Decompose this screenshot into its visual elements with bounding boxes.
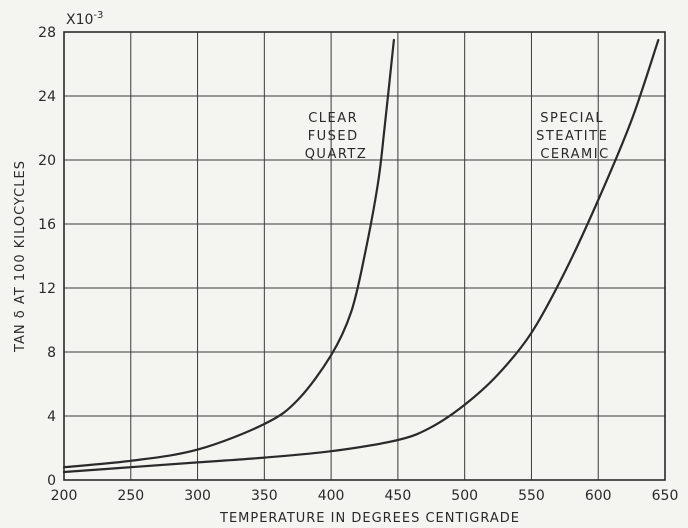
x-tick-label: 600 bbox=[585, 488, 612, 504]
x-axis-label: TEMPERATURE IN DEGREES CENTIGRADE bbox=[219, 511, 520, 526]
y-axis-label: TAN δ AT 100 KILOCYCLES bbox=[13, 160, 28, 353]
y-tick-label: 12 bbox=[38, 281, 56, 297]
x-tick-label: 550 bbox=[518, 488, 545, 504]
x-tick-label: 500 bbox=[451, 488, 478, 504]
x-tick-label: 400 bbox=[318, 488, 345, 504]
y-tick-label: 24 bbox=[38, 89, 56, 105]
series-line-clear-fused-quartz bbox=[62, 38, 395, 469]
series-line-special-steatite-ceramic bbox=[62, 38, 660, 474]
x-tick-label: 300 bbox=[184, 488, 211, 504]
y-tick-label: 28 bbox=[38, 25, 56, 41]
plot-frame bbox=[63, 31, 666, 481]
x-tick-labels: 200 250 300 350 400 450 500 550 600 650 bbox=[51, 488, 679, 504]
x-tick-label: 200 bbox=[51, 488, 78, 504]
annotation-line: FUSED bbox=[308, 129, 359, 144]
y-tick-label: 4 bbox=[47, 409, 56, 425]
y-multiplier-exponent: -3 bbox=[93, 10, 103, 21]
annotation-clear-fused-quartz: CLEAR FUSED QUARTZ bbox=[305, 111, 368, 162]
y-multiplier: X10-3 bbox=[66, 10, 103, 28]
annotation-line: SPECIAL bbox=[540, 111, 604, 126]
x-tick-label: 350 bbox=[251, 488, 278, 504]
annotation-line: CERAMIC bbox=[540, 147, 609, 162]
y-tick-labels: 0 4 8 12 16 20 24 28 bbox=[38, 25, 56, 489]
annotation-line: QUARTZ bbox=[305, 147, 368, 162]
series-lines bbox=[62, 38, 660, 474]
annotation-line: STEATITE bbox=[536, 129, 608, 144]
y-multiplier-base: X10 bbox=[66, 12, 93, 28]
y-tick-label: 0 bbox=[47, 473, 56, 489]
annotation-special-steatite-ceramic: SPECIAL STEATITE CERAMIC bbox=[536, 111, 614, 162]
y-tick-label: 20 bbox=[38, 153, 56, 169]
y-tick-label: 16 bbox=[38, 217, 56, 233]
x-tick-label: 250 bbox=[117, 488, 144, 504]
x-tick-label: 650 bbox=[652, 488, 679, 504]
annotation-line: CLEAR bbox=[308, 111, 358, 126]
x-tick-label: 450 bbox=[385, 488, 412, 504]
y-tick-label: 8 bbox=[47, 345, 56, 361]
